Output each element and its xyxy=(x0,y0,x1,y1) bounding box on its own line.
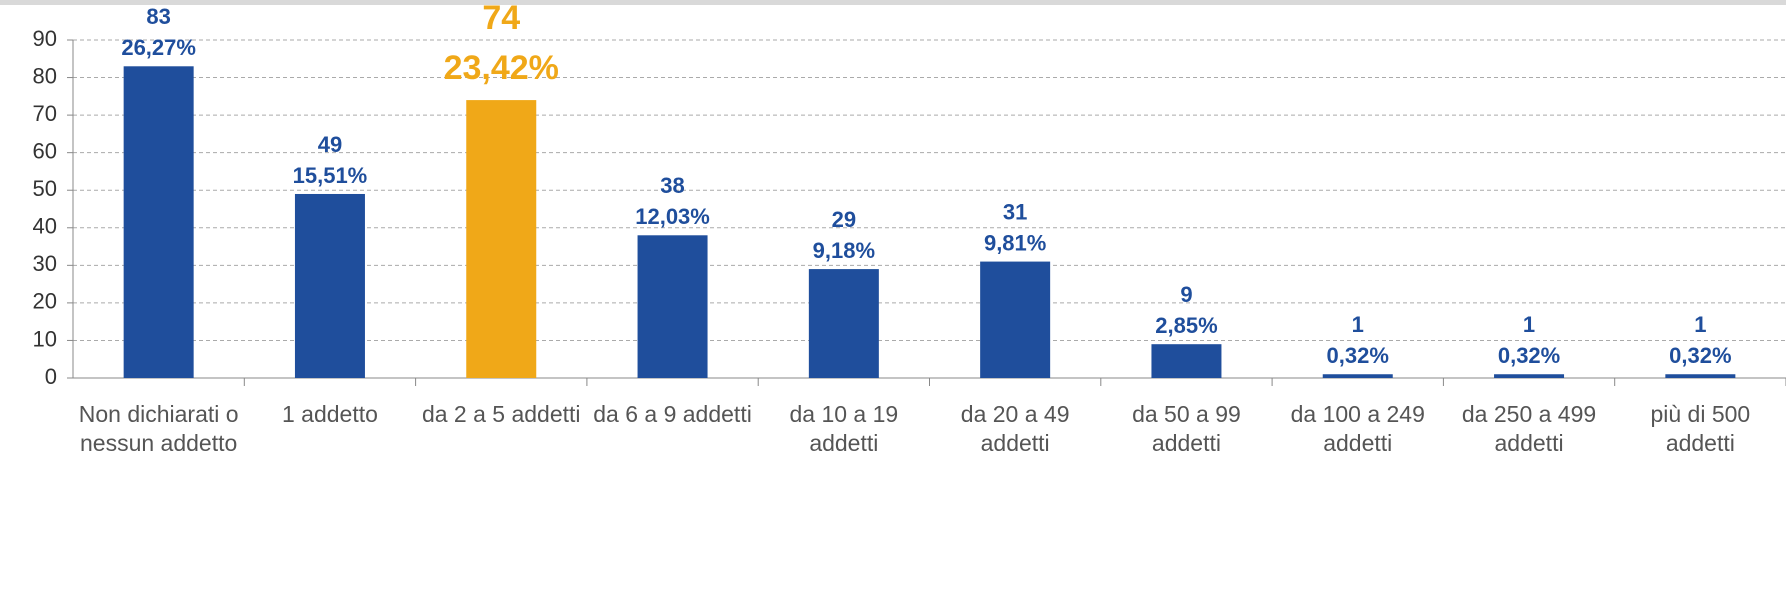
value-label: 38 xyxy=(660,173,684,198)
bar xyxy=(1322,374,1393,378)
y-tick-label: 10 xyxy=(33,326,57,351)
bar xyxy=(1151,344,1222,378)
percentage-label: 0,32% xyxy=(1669,343,1731,368)
y-tick-label: 90 xyxy=(33,26,57,51)
x-tick-label: da 20 a 49 addetti xyxy=(960,401,1070,456)
top-band xyxy=(0,0,1786,5)
y-tick-label: 30 xyxy=(33,251,57,276)
percentage-label: 2,85% xyxy=(1155,313,1217,338)
x-tick-label: da 10 a 19 addetti xyxy=(789,401,899,456)
y-tick-label: 0 xyxy=(45,364,57,389)
y-tick-label: 20 xyxy=(33,289,57,314)
bar xyxy=(637,235,708,378)
value-label: 1 xyxy=(1694,312,1706,337)
y-tick-label: 40 xyxy=(33,214,57,239)
x-tick-label: Non dichiarati o nessun addetto xyxy=(78,401,239,456)
y-tick-label: 80 xyxy=(33,63,57,88)
value-label: 9 xyxy=(1180,282,1192,307)
value-label: 83 xyxy=(146,4,170,29)
x-tick-label: più di 500 addetti xyxy=(1650,401,1751,456)
value-label: 74 xyxy=(482,0,520,37)
percentage-label: 9,81% xyxy=(984,230,1046,255)
value-label: 31 xyxy=(1003,199,1027,224)
bar xyxy=(808,269,879,378)
percentage-label: 9,18% xyxy=(813,238,875,263)
percentage-label: 23,42% xyxy=(444,49,559,87)
percentage-label: 26,27% xyxy=(121,35,196,60)
percentage-label: 0,32% xyxy=(1327,343,1389,368)
bar xyxy=(980,261,1051,378)
x-tick-label: 1 addetto xyxy=(281,401,378,427)
bar xyxy=(466,100,537,378)
percentage-label: 15,51% xyxy=(293,163,368,188)
bar xyxy=(1665,374,1736,378)
x-tick-label: da 100 a 249 addetti xyxy=(1290,401,1425,456)
y-tick-label: 60 xyxy=(33,138,57,163)
bar xyxy=(1494,374,1565,378)
x-tick-label: da 2 a 5 addetti xyxy=(421,401,581,427)
bar xyxy=(294,193,365,378)
bar xyxy=(123,66,194,379)
percentage-label: 12,03% xyxy=(635,204,710,229)
y-tick-label: 70 xyxy=(33,101,57,126)
percentage-label: 0,32% xyxy=(1498,343,1560,368)
value-label: 1 xyxy=(1352,312,1364,337)
x-tick-label: da 6 a 9 addetti xyxy=(593,401,752,427)
value-label: 1 xyxy=(1523,312,1535,337)
x-tick-label: da 50 a 99 addetti xyxy=(1132,401,1241,456)
y-tick-label: 50 xyxy=(33,176,57,201)
value-label: 29 xyxy=(832,207,856,232)
value-label: 49 xyxy=(318,132,342,157)
x-tick-label: da 250 a 499 addetti xyxy=(1461,401,1597,456)
